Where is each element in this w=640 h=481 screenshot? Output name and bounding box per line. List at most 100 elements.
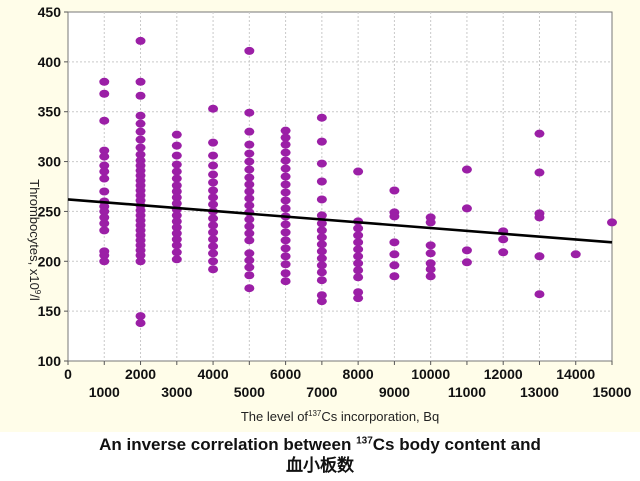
y-tick-label: 450 [38, 4, 62, 20]
x-tick-label: 1000 [89, 384, 120, 400]
data-point [99, 174, 110, 183]
x-tick-label: 14000 [556, 366, 595, 382]
caption-line-1: An inverse correlation between 137Cs bod… [0, 434, 640, 455]
data-point [425, 272, 436, 281]
x-axis-title-part1: The level of [241, 409, 309, 424]
data-point [280, 148, 291, 157]
data-point [316, 261, 327, 270]
y-tick-label: 400 [38, 54, 62, 70]
data-point [244, 194, 255, 203]
data-point [244, 236, 255, 245]
data-point [244, 180, 255, 189]
data-point [280, 244, 291, 253]
data-point [280, 252, 291, 261]
data-point [208, 235, 219, 244]
data-point [99, 146, 110, 155]
x-tick-label: 2000 [125, 366, 156, 382]
data-point [280, 196, 291, 205]
data-point [208, 214, 219, 223]
data-point [99, 226, 110, 235]
plot-area [67, 11, 613, 362]
data-point [280, 204, 291, 213]
x-tick-label: 7000 [306, 384, 337, 400]
data-point [99, 167, 110, 176]
x-tick-label: 11000 [448, 384, 486, 400]
data-point [208, 221, 219, 230]
caption-text-pre: An inverse correlation between [99, 435, 357, 454]
y-tick-label: 100 [38, 353, 62, 369]
y-tick-label: 350 [38, 104, 62, 120]
data-point [280, 180, 291, 189]
data-point [461, 204, 472, 213]
y-tick-label: 300 [38, 154, 62, 170]
data-point [244, 201, 255, 210]
data-point [316, 276, 327, 285]
trend-line-group [67, 198, 613, 244]
data-point [99, 116, 110, 125]
data-point [353, 259, 364, 268]
data-point [353, 231, 364, 240]
data-point [316, 113, 327, 122]
data-point [389, 186, 400, 195]
data-point [244, 108, 255, 117]
data-point [316, 291, 327, 300]
data-point [534, 213, 545, 222]
data-point [208, 138, 219, 147]
data-point [244, 256, 255, 265]
data-point [316, 226, 327, 235]
data-point [171, 255, 182, 264]
trend-line [67, 198, 613, 244]
data-point [316, 268, 327, 277]
data-point [135, 135, 146, 144]
data-point [99, 213, 110, 222]
data-point [280, 236, 291, 245]
data-point [389, 238, 400, 247]
data-point [534, 168, 545, 177]
data-point [244, 215, 255, 224]
data-point [135, 111, 146, 120]
x-tick-label: 8000 [343, 366, 374, 382]
data-point [316, 195, 327, 204]
data-point [99, 187, 110, 196]
data-point [135, 312, 146, 321]
data-point [425, 265, 436, 274]
grid-lines [68, 12, 612, 361]
data-point [135, 257, 146, 266]
data-point [316, 177, 327, 186]
x-tick-label: 5000 [234, 384, 265, 400]
data-point [244, 173, 255, 182]
data-point [280, 140, 291, 149]
data-point [99, 152, 110, 161]
data-point [353, 266, 364, 275]
data-point [244, 263, 255, 272]
x-axis-title-part2: Cs incorporation, Bq [321, 409, 439, 424]
x-axis-title: The level of137Cs incorporation, Bq [241, 409, 439, 424]
data-point [171, 217, 182, 226]
data-point [316, 211, 327, 220]
data-point [135, 77, 146, 86]
y-tick-label: 250 [38, 203, 62, 219]
x-tick-label: 0 [64, 366, 72, 382]
data-point [171, 211, 182, 220]
data-point [244, 157, 255, 166]
data-point [316, 219, 327, 228]
data-point [135, 143, 146, 152]
data-point [171, 229, 182, 238]
data-point [171, 223, 182, 232]
data-point [316, 137, 327, 146]
data-point [461, 258, 472, 267]
data-points [99, 36, 617, 328]
data-point [389, 212, 400, 221]
data-point [280, 133, 291, 142]
data-point [353, 273, 364, 282]
x-tick-label: 3000 [161, 384, 192, 400]
data-point [280, 220, 291, 229]
data-point [389, 261, 400, 270]
data-point [208, 228, 219, 237]
data-point [99, 77, 110, 86]
data-point [280, 188, 291, 197]
data-point [353, 288, 364, 297]
data-point [171, 130, 182, 139]
data-point [135, 127, 146, 136]
